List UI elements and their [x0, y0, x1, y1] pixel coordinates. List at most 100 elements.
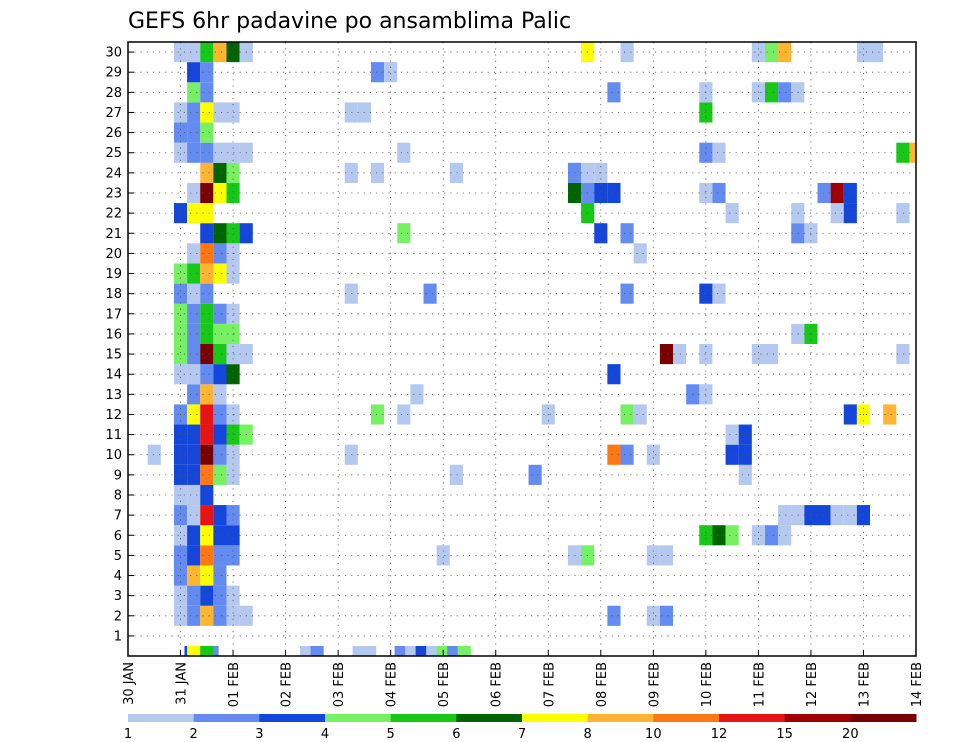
heatmap-cell — [397, 142, 411, 163]
heatmap-cell — [200, 646, 214, 656]
heatmap-cell — [620, 444, 634, 465]
heatmap-cell — [712, 182, 726, 204]
heatmap-cell — [173, 585, 188, 606]
heatmap-cell — [173, 364, 188, 385]
colorbar-label: 3 — [255, 727, 263, 742]
x-tick-label: 04 FEB — [385, 662, 400, 707]
y-tick-label: 11 — [105, 428, 122, 443]
heatmap-cell — [310, 646, 324, 656]
heatmap-cell — [173, 122, 188, 143]
heatmap-cell — [397, 223, 411, 244]
heatmap-cell — [200, 62, 214, 83]
colorbar-label: 8 — [584, 727, 592, 742]
heatmap-cell — [200, 404, 214, 425]
y-tick-label: 15 — [105, 348, 122, 363]
colorbar-swatch — [390, 714, 457, 722]
heatmap-cell — [226, 102, 240, 123]
y-tick-label: 5 — [114, 549, 122, 564]
heatmap-cell — [712, 525, 726, 546]
heatmap-cell — [778, 82, 792, 103]
y-tick-label: 7 — [114, 509, 122, 524]
heatmap-cell — [449, 162, 463, 183]
heatmap-cell — [426, 646, 440, 656]
heatmap-cell — [843, 505, 857, 526]
heatmap-cell — [173, 263, 188, 284]
heatmap-cell — [226, 142, 240, 163]
heatmap-cell — [200, 444, 214, 465]
heatmap-cell — [751, 344, 765, 365]
heatmap-cell — [187, 263, 201, 284]
y-tick-label: 27 — [105, 106, 122, 121]
y-tick-label: 28 — [105, 86, 122, 101]
heatmap-cell — [187, 344, 201, 365]
heatmap-cell — [187, 364, 201, 385]
heatmap-cell — [607, 182, 621, 204]
heatmap-cell — [147, 444, 161, 465]
heatmap-cell — [699, 525, 713, 546]
heatmap-cell — [213, 182, 227, 204]
heatmap-cell — [200, 565, 214, 586]
heatmap-cell — [883, 404, 897, 425]
heatmap-cell — [173, 42, 188, 63]
heatmap-cell — [173, 605, 188, 626]
heatmap-cell — [200, 142, 214, 163]
heatmap-cell — [843, 182, 857, 204]
heatmap-cell — [607, 82, 621, 103]
heatmap-cell — [200, 605, 214, 626]
heatmap-cell — [200, 303, 214, 324]
heatmap-cell — [187, 505, 201, 526]
heatmap-cell — [363, 646, 377, 656]
heatmap-cell — [187, 62, 201, 83]
heatmap-cell — [213, 364, 227, 385]
heatmap-cell — [213, 545, 227, 566]
heatmap-cell — [751, 42, 765, 63]
x-tick-label: 09 FEB — [647, 662, 662, 707]
heatmap-cell — [187, 122, 201, 143]
colorbar-label: 12 — [711, 727, 728, 742]
heatmap-cell — [213, 142, 227, 163]
heatmap-cell — [633, 243, 647, 264]
y-tick-label: 22 — [105, 207, 122, 222]
y-tick-label: 21 — [105, 227, 122, 242]
heatmap-cell — [370, 404, 385, 425]
heatmap-cell — [213, 102, 227, 123]
y-tick-label: 30 — [105, 46, 122, 61]
heatmap-cell — [620, 223, 634, 244]
heatmap-cell — [725, 444, 739, 465]
heatmap-cell — [226, 505, 240, 526]
y-tick-label: 12 — [105, 408, 122, 423]
heatmap-cell — [699, 142, 713, 163]
heatmap-cell — [607, 364, 621, 385]
heatmap-cell — [226, 545, 240, 566]
colorbar-swatch — [193, 714, 260, 722]
heatmap-cell — [187, 303, 201, 324]
heatmap-cell — [738, 424, 752, 445]
y-tick-label: 3 — [114, 589, 122, 604]
y-tick-label: 9 — [114, 468, 122, 483]
heatmap-cell — [200, 203, 214, 224]
heatmap-cell — [300, 646, 314, 656]
heatmap-cell — [699, 102, 713, 123]
heatmap-cell — [449, 464, 463, 485]
y-tick-label: 17 — [105, 307, 122, 322]
heatmap-cell — [607, 444, 621, 465]
colorbar-label: 10 — [645, 727, 662, 742]
x-tick-label: 12 FEB — [805, 662, 820, 707]
heatmap-cell — [607, 605, 621, 626]
heatmap-cell — [226, 223, 240, 244]
heatmap-cell — [213, 42, 227, 63]
heatmap-cell — [173, 525, 188, 546]
heatmap-cell — [817, 182, 831, 204]
y-tick-label: 1 — [114, 629, 122, 644]
heatmap-cell — [226, 344, 240, 365]
heatmap-cell — [200, 122, 214, 143]
heatmap-cell — [870, 42, 884, 63]
x-tick-label: 08 FEB — [595, 662, 610, 707]
colorbar-swatch — [719, 714, 786, 722]
heatmap-cell — [187, 585, 201, 606]
heatmap-cell — [226, 424, 240, 445]
y-tick-label: 4 — [114, 569, 122, 584]
colorbar-swatch — [456, 714, 523, 722]
heatmap-cell — [173, 424, 188, 445]
heatmap-cell — [712, 142, 726, 163]
